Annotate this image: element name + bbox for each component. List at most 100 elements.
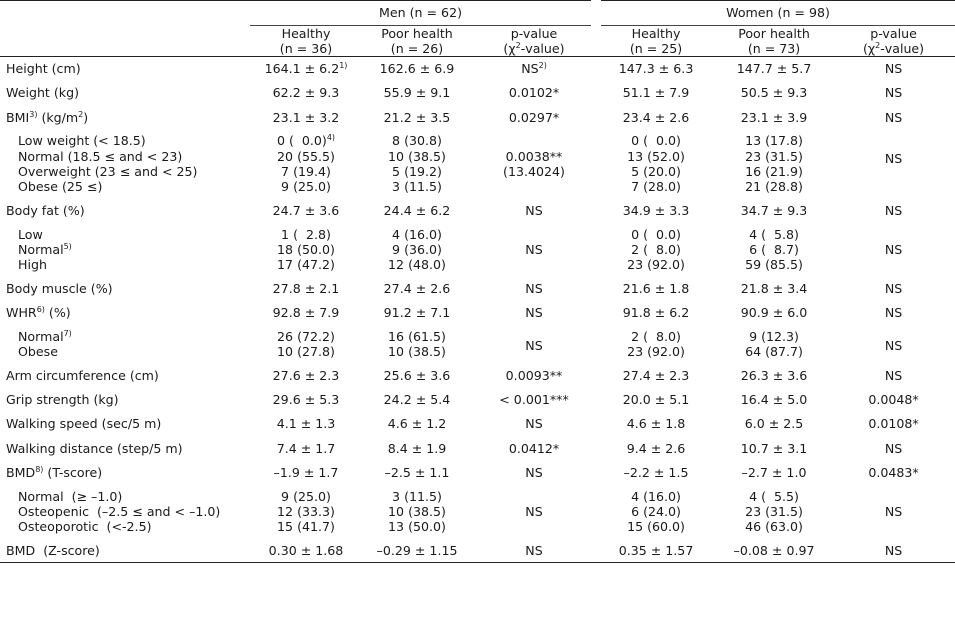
cell-men-pvalue: 0.0093** (505, 367, 563, 383)
row-label: Normal (18.5 ≤ and < 23) (18, 148, 183, 164)
cell-women-healthy: 51.1 ± 7.9 (622, 85, 690, 101)
cell-men-healthy: 23.1 ± 3.2 (272, 109, 340, 125)
cell-men-poor: 55.9 ± 9.1 (383, 85, 451, 101)
cell-women-healthy: 147.3 ± 6.3 (618, 61, 694, 77)
cell-women-poor: 9 (12.3) (749, 328, 799, 344)
table-row-height: Height (cm) 164.1 ± 6.21) 162.6 ± 6.9 NS… (0, 56, 955, 81)
cell-men-healthy: 24.7 ± 3.6 (272, 202, 340, 218)
cell-women-poor: 4 ( 5.5) (749, 488, 799, 504)
table-row-bmi-normal: Normal (18.5 ≤ and < 23) 20 (55.5) 10 (3… (0, 148, 955, 166)
row-label: WHR6) (%) (6, 304, 71, 320)
cell-men-pvalue: NS (525, 202, 543, 218)
row-label: Overweight (23 ≤ and < 25) (18, 163, 198, 179)
table-row-bmd-t: BMD8) (T-score) –1.9 ± 1.7 –2.5 ± 1.1 NS… (0, 460, 955, 484)
cell-women-healthy: 21.6 ± 1.8 (622, 280, 690, 296)
cell-men-healthy: 164.1 ± 6.21) (264, 61, 348, 77)
cell-men-pvalue: 0.0102* (508, 85, 560, 101)
cell-men-poor: 25.6 ± 3.6 (383, 367, 451, 383)
cell-women-poor: 10.7 ± 3.1 (740, 440, 808, 456)
cell-women-pvalue: 0.0108* (868, 416, 919, 432)
cell-women-poor: 34.7 ± 9.3 (740, 202, 808, 218)
table-row-bmi-overweight: Overweight (23 ≤ and < 25) 7 (19.4) 5 (1… (0, 164, 955, 179)
cell-men-pvalue: NS (472, 538, 597, 564)
cell-women-pvalue: NS (884, 338, 903, 354)
cell-women-healthy: 20.0 ± 5.1 (622, 391, 690, 407)
cell-men-pvalue (472, 222, 596, 241)
table-row-bmi: BMI3) (kg/m2) 23.1 ± 3.2 21.2 ± 3.5 0.02… (0, 105, 955, 129)
cell-women-poor: 46 (63.0) (745, 518, 803, 534)
cell-men-poor: 27.4 ± 2.6 (383, 280, 451, 296)
cell-men-healthy: 9 (25.0) (281, 488, 331, 504)
cell-men-poor: 24.4 ± 6.2 (383, 202, 451, 218)
cell-women-pvalue (832, 129, 955, 148)
cell-men-healthy: 0.30 ± 1.68 (250, 538, 362, 564)
cell-women-healthy: 0 ( 0.0) (631, 133, 681, 149)
cell-women-healthy: 0 ( 0.0) (631, 226, 681, 242)
cell-men-pvalue: < 0.001*** (499, 391, 569, 407)
cell-women-healthy: 91.8 ± 6.2 (622, 304, 690, 320)
cell-men-healthy: 29.6 ± 5.3 (272, 391, 340, 407)
cell-women-pvalue: NS (884, 61, 903, 77)
row-label: Arm circumference (cm) (6, 367, 159, 383)
men-poor-header: Poor health (n = 26) (362, 25, 472, 57)
cell-men-poor: 10 (38.5) (388, 148, 446, 164)
cell-women-poor: 16 (21.9) (745, 163, 803, 179)
cell-men-healthy: 20 (55.5) (277, 148, 335, 164)
cell-women-healthy: 5 (20.0) (631, 163, 681, 179)
cell-men-pvalue: NS (525, 338, 543, 354)
cell-men-poor: 3 (11.5) (392, 179, 442, 195)
men-healthy-header: Healthy (n = 36) (250, 25, 362, 57)
cell-men-healthy: 27.6 ± 2.3 (272, 367, 340, 383)
row-label: Normal5) (18, 241, 72, 257)
cell-men-poor: 16 (61.5) (388, 328, 446, 344)
cell-men-healthy: 18 (50.0) (277, 241, 335, 257)
cell-women-healthy: 4.6 ± 1.8 (626, 416, 686, 432)
cell-men-poor: 21.2 ± 3.5 (383, 109, 451, 125)
cell-women-pvalue: NS (884, 280, 903, 296)
row-label: BMD (Z-score) (0, 538, 250, 564)
cell-women-pvalue: NS (832, 538, 955, 564)
cell-men-poor: 10 (38.5) (388, 343, 446, 359)
row-label: High (18, 256, 47, 272)
cell-women-pvalue: 0.0048* (868, 391, 919, 407)
table-row-whr-normal: Normal7) 26 (72.2) 16 (61.5) NS 2 ( 8.0)… (0, 325, 955, 354)
cell-women-pvalue (832, 222, 955, 241)
cell-women-healthy: 0.35 ± 1.57 (596, 538, 717, 564)
cell-women-poor: 50.5 ± 9.3 (740, 85, 808, 101)
cell-women-healthy: 23 (92.0) (627, 256, 685, 272)
cell-women-poor: 21.8 ± 3.4 (740, 280, 808, 296)
table-row-body-fat: Body fat (%) 24.7 ± 3.6 24.4 ± 6.2 NS 34… (0, 198, 955, 222)
cell-men-pvalue (472, 257, 596, 276)
cell-women-poor: –2.7 ± 1.0 (741, 464, 807, 480)
cell-women-poor: 6.0 ± 2.5 (744, 416, 804, 432)
cell-men-pvalue: NS (525, 241, 543, 257)
cell-men-healthy: 27.8 ± 2.1 (272, 280, 340, 296)
cell-women-poor: 13 (17.8) (745, 133, 803, 149)
cell-men-pvalue: (13.4024) (503, 163, 565, 179)
cell-women-healthy: –2.2 ± 1.5 (623, 464, 689, 480)
cell-women-pvalue: NS (884, 85, 903, 101)
cell-women-healthy: 15 (60.0) (627, 518, 685, 534)
cell-men-pvalue (472, 129, 596, 148)
table-row-walking-speed: Walking speed (sec/5 m) 4.1 ± 1.3 4.6 ± … (0, 412, 955, 436)
table-row-fat-normal: Normal5) 18 (50.0) 9 (36.0) NS 2 ( 8.0) … (0, 242, 955, 257)
cell-women-healthy: 13 (52.0) (627, 148, 685, 164)
table-row-weight: Weight (kg) 62.2 ± 9.3 55.9 ± 9.1 0.0102… (0, 81, 955, 105)
row-label: Body fat (%) (6, 202, 85, 218)
cell-women-pvalue: NS (884, 304, 903, 320)
cell-women-pvalue: NS (884, 367, 903, 383)
cell-men-healthy: 62.2 ± 9.3 (272, 85, 340, 101)
cell-women-healthy: 2 ( 8.0) (631, 241, 681, 257)
cell-men-healthy: 12 (33.3) (277, 503, 335, 519)
cell-men-poor: 24.2 ± 5.4 (383, 391, 451, 407)
cell-men-healthy: 15 (41.7) (277, 518, 335, 534)
men-pvalue-header: p-value (χ2-value) (472, 25, 597, 57)
cell-women-pvalue: NS (884, 109, 903, 125)
cell-men-poor: 13 (50.0) (388, 518, 446, 534)
cell-women-healthy: 34.9 ± 3.3 (622, 202, 690, 218)
women-group-header: Women (n = 98) (591, 0, 955, 26)
row-label: Height (cm) (6, 61, 81, 77)
table-row-bmi-obese: Obese (25 ≤) 9 (25.0) 3 (11.5) 7 (28.0) … (0, 179, 955, 198)
table-row-whr: WHR6) (%) 92.8 ± 7.9 91.2 ± 7.1 NS 91.8 … (0, 300, 955, 324)
row-label: BMD8) (T-score) (6, 464, 103, 480)
